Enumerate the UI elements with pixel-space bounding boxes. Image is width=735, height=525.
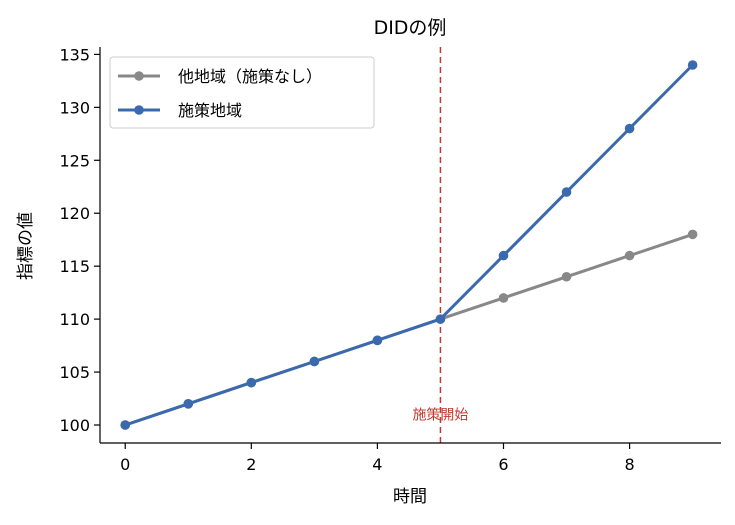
x-axis-ticks: 0 2 4 6 8 (120, 443, 635, 474)
y-tick-label: 130 (59, 98, 90, 117)
series-2-point (561, 187, 572, 197)
x-tick-label: 4 (372, 455, 382, 474)
series-2-point (183, 399, 194, 409)
series-2-point (120, 420, 131, 430)
y-tick-label: 100 (59, 416, 90, 435)
y-tick-label: 135 (59, 45, 90, 64)
x-tick-label: 8 (624, 455, 634, 474)
x-tick-label: 2 (246, 455, 256, 474)
series-2-point (309, 356, 320, 367)
y-tick-label: 125 (59, 151, 90, 170)
series-2-point (624, 123, 635, 134)
y-axis-title: 指標の値 (16, 212, 36, 280)
chart-title: DIDの例 (374, 17, 447, 39)
plot-area: 施策開始 (120, 47, 698, 443)
y-axis-ticks: 100 105 110 115 120 125 130 135 (59, 45, 100, 435)
series-1-point (561, 271, 572, 282)
policy-start-annotation: 施策開始 (412, 406, 468, 423)
y-tick-label: 120 (59, 204, 90, 223)
legend-label-2: 施策地域 (178, 101, 242, 120)
series-2-point (498, 250, 509, 261)
series-1-point (498, 293, 509, 303)
series-line-2 (123, 63, 695, 427)
y-tick-label: 110 (59, 310, 90, 329)
series-2-point (435, 314, 446, 324)
series-2-point (687, 60, 698, 70)
x-tick-label: 6 (498, 455, 508, 474)
legend-items: 他地域（施策なし） 施策地域 (118, 67, 322, 120)
legend-marker-2 (134, 105, 144, 115)
legend-marker-1 (134, 71, 144, 81)
x-tick-label: 0 (120, 455, 130, 474)
y-tick-label: 105 (59, 363, 90, 382)
legend: 他地域（施策なし） 施策地域 (109, 56, 375, 129)
series-2-point (372, 335, 383, 346)
x-axis-title: 時間 (393, 487, 427, 507)
legend-box (109, 56, 375, 129)
legend-label-1: 他地域（施策なし） (178, 67, 322, 86)
y-tick-label: 115 (59, 257, 90, 276)
series-1-point (624, 250, 635, 261)
series-2-point (246, 377, 257, 388)
series-1-point (687, 229, 698, 240)
